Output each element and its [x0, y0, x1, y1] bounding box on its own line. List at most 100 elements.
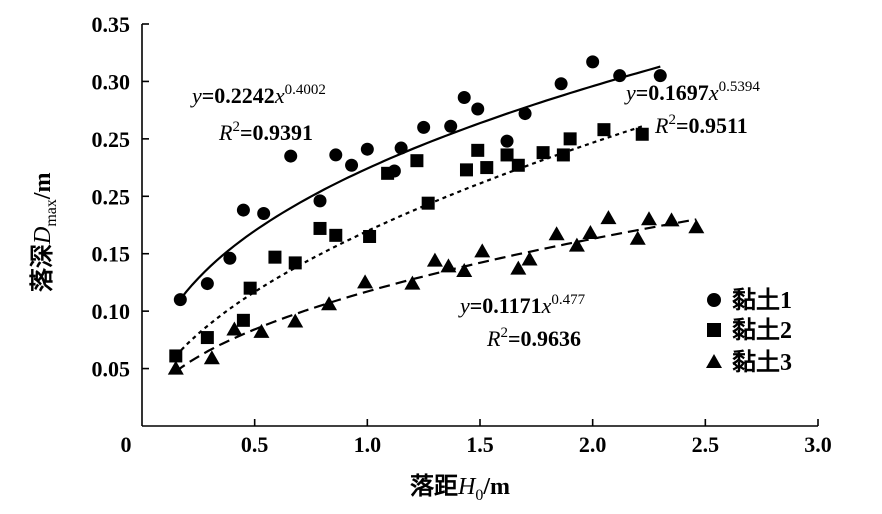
x-tick-label: 1.0 — [354, 432, 382, 457]
legend-label-2: 黏土2 — [732, 317, 792, 344]
point-clay-3 — [688, 219, 705, 234]
equation-3-x: x — [541, 293, 552, 318]
point-clay-1 — [653, 69, 667, 83]
point-clay-3 — [582, 225, 599, 240]
point-clay-1 — [200, 277, 214, 291]
x-tick-label: 2.0 — [579, 432, 607, 457]
point-clay-1 — [257, 207, 271, 221]
r-squared-3-value: =0.9636 — [508, 326, 581, 351]
point-clay-2 — [556, 148, 570, 162]
point-clay-1 — [360, 142, 374, 156]
point-clay-3 — [203, 350, 220, 365]
point-clay-1 — [471, 102, 485, 116]
point-clay-1 — [313, 194, 327, 208]
y-tick-label: 0.15 — [92, 242, 131, 267]
point-clay-3 — [663, 212, 680, 227]
point-clay-1 — [223, 251, 237, 265]
r-squared-3: R2=0.9636 — [486, 325, 581, 351]
point-clay-2 — [536, 146, 550, 160]
equation-2-coef: =0.1697 — [636, 80, 709, 105]
r-squared-1-r: R — [218, 120, 233, 145]
y-axis-title-sub: max — [43, 199, 60, 227]
point-clay-3 — [226, 321, 243, 336]
point-clay-3 — [456, 262, 473, 277]
point-clay-2 — [288, 256, 302, 270]
point-clay-2 — [563, 132, 577, 146]
equation-1-y: y — [190, 83, 202, 108]
x-axis-title: 落距H0/m — [410, 473, 510, 504]
point-clay-2 — [421, 196, 435, 210]
point-clay-2 — [243, 281, 257, 295]
y-tick-label: 0.10 — [92, 299, 131, 324]
r-squared-1-sup: 2 — [232, 119, 240, 135]
point-clay-2 — [381, 166, 395, 180]
x-tick-label: 2.5 — [692, 432, 720, 457]
point-clay-3 — [474, 243, 491, 258]
r-squared-2: R2=0.9511 — [654, 112, 748, 138]
legend: 黏土1 黏土2 黏土3 — [706, 287, 792, 376]
axis-ticks: 0 0.5 1.0 1.5 2.0 2.5 3.0 0.05 0.10 0.15 0.25 0.25 0… — [92, 12, 832, 457]
point-clay-3 — [548, 226, 565, 241]
point-clay-2 — [363, 229, 377, 243]
point-clay-1 — [329, 148, 343, 162]
point-clay-2 — [471, 143, 485, 157]
y-axis-title-var: D — [30, 227, 56, 245]
point-clay-3 — [510, 260, 527, 275]
fit-curve-1 — [179, 65, 661, 300]
equation-3-coef: =0.1171 — [470, 293, 542, 318]
equation-2-x: x — [708, 80, 719, 105]
point-clay-2 — [410, 154, 424, 168]
point-clay-2 — [480, 161, 494, 175]
point-clay-1 — [284, 149, 298, 163]
fit-curves — [174, 65, 697, 373]
point-clay-1 — [518, 107, 532, 121]
x-tick-label: 0.5 — [241, 432, 269, 457]
r-squared-1-value: =0.9391 — [240, 120, 313, 145]
point-clay-3 — [287, 313, 304, 328]
x-axis-title-prefix: 落距 — [410, 473, 458, 500]
point-clay-2 — [200, 331, 214, 345]
x-axis-title-sub: 0 — [475, 487, 483, 504]
point-clay-3 — [440, 258, 457, 273]
legend-marker-circle — [707, 293, 721, 307]
point-clay-3 — [641, 211, 657, 226]
point-clay-3 — [357, 274, 374, 289]
point-clay-3 — [600, 210, 617, 225]
point-clay-2 — [500, 148, 514, 162]
point-clay-2 — [597, 123, 611, 137]
y-tick-label: 0.05 — [92, 357, 131, 382]
r-squared-2-value: =0.9511 — [676, 113, 748, 138]
y-axis-title-unit: /m — [30, 172, 56, 200]
point-clay-1 — [417, 120, 431, 134]
point-clay-1 — [173, 293, 187, 307]
r-squared-1: R2=0.9391 — [218, 119, 313, 145]
equation-3-y: y — [458, 293, 470, 318]
legend-label-1: 黏土1 — [732, 287, 792, 314]
point-clay-2 — [313, 221, 327, 235]
equation-1-x: x — [274, 83, 285, 108]
point-clay-3 — [629, 230, 646, 245]
point-clay-2 — [236, 313, 250, 327]
point-clay-2 — [459, 163, 473, 177]
x-tick-label: 3.0 — [804, 432, 832, 457]
equation-2-y: y — [624, 80, 636, 105]
equation-3: y=0.1171x0.477 — [458, 292, 586, 318]
point-clay-2 — [511, 158, 525, 172]
point-clay-3 — [321, 296, 338, 311]
point-clay-1 — [500, 134, 514, 148]
point-clay-1 — [394, 141, 408, 155]
r-squared-2-sup: 2 — [668, 112, 676, 128]
point-clay-1 — [345, 158, 359, 172]
point-clay-1 — [554, 77, 568, 91]
equation-3-exponent: 0.477 — [551, 292, 585, 308]
point-clay-3 — [521, 251, 538, 266]
equation-1-exponent: 0.4002 — [285, 82, 326, 98]
y-tick-label: 0.35 — [92, 12, 131, 37]
equation-1: y=0.2242x0.4002 — [190, 82, 326, 108]
point-clay-3 — [568, 237, 585, 252]
equation-2-exponent: 0.5394 — [719, 79, 761, 95]
point-clay-1 — [586, 55, 600, 69]
